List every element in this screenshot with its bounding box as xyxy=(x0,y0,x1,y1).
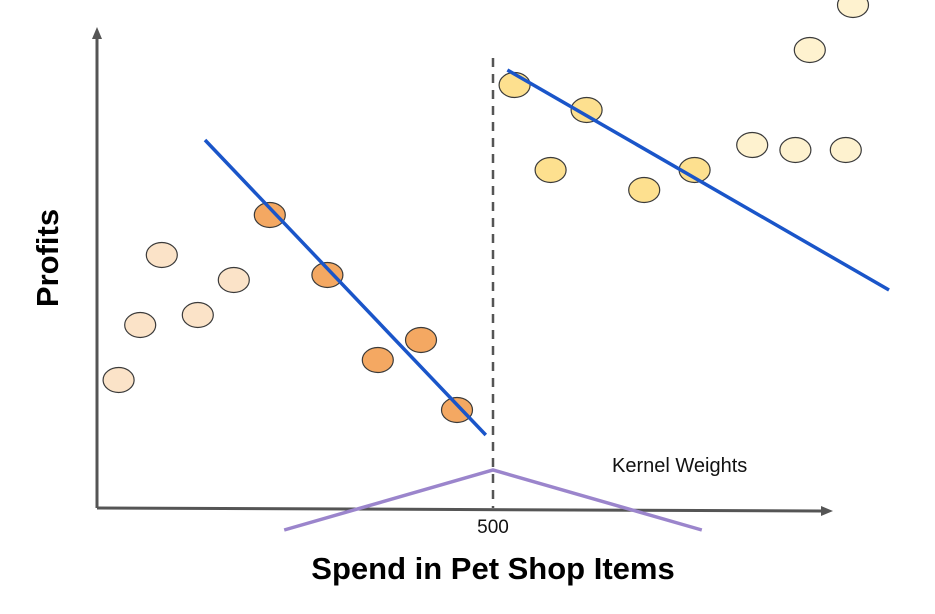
data-point xyxy=(628,176,661,204)
data-point xyxy=(570,96,603,124)
data-point xyxy=(440,396,474,424)
data-point xyxy=(498,71,531,99)
data-point xyxy=(779,136,812,164)
data-point xyxy=(102,366,135,394)
y-axis-label: Profits xyxy=(30,209,65,307)
data-point xyxy=(736,131,769,159)
points-layer xyxy=(102,0,870,424)
kernel-weights-label: Kernel Weights xyxy=(612,455,747,477)
data-point xyxy=(124,311,157,339)
data-point xyxy=(181,301,214,329)
data-point xyxy=(361,346,394,374)
x-tick-label: 500 xyxy=(477,517,509,538)
data-point xyxy=(793,36,826,64)
data-point xyxy=(217,266,250,294)
data-point xyxy=(836,0,870,19)
data-point xyxy=(311,261,344,289)
data-point xyxy=(534,156,567,184)
kernel-weights-line xyxy=(283,468,703,532)
data-point xyxy=(145,241,178,269)
data-point xyxy=(404,326,438,354)
fit-line-right xyxy=(506,68,890,292)
x-axis-label: Spend in Pet Shop Items xyxy=(311,551,674,586)
x-axis xyxy=(96,505,833,516)
data-point xyxy=(253,201,286,229)
data-point xyxy=(829,136,862,164)
fit-line-left xyxy=(203,138,488,437)
